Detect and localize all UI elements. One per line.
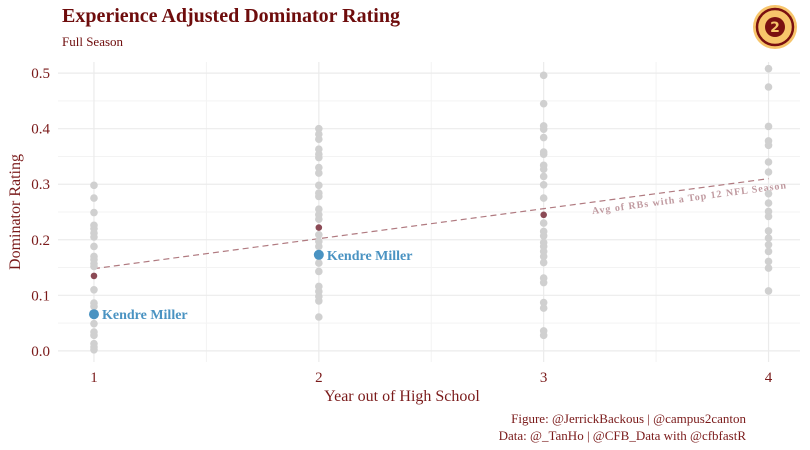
y-axis-label: Dominator Rating xyxy=(7,154,24,270)
rb-data-point xyxy=(315,313,323,321)
x-tick-label: 4 xyxy=(765,370,773,386)
rb-data-point xyxy=(539,172,548,181)
rb-data-point xyxy=(764,287,773,295)
caption: Figure: @JerrickBackous | @campus2canton… xyxy=(499,410,746,444)
rb-data-point xyxy=(315,135,323,144)
rb-data-point xyxy=(90,242,98,251)
kendre-miller-point xyxy=(88,309,99,320)
rb-data-point xyxy=(315,267,323,276)
kendre-miller-point xyxy=(313,249,324,260)
rb-data-point xyxy=(315,181,323,190)
rb-data-point xyxy=(764,212,773,221)
y-tick-label: 0.0 xyxy=(31,344,50,360)
rb-data-point xyxy=(315,259,323,267)
rb-data-point xyxy=(539,304,548,312)
rb-data-point xyxy=(539,133,548,142)
x-axis-label: Year out of High School xyxy=(324,388,480,405)
kendre-miller-label: Kendre Miller xyxy=(327,249,413,264)
x-tick-label: 1 xyxy=(90,370,98,386)
rb-data-point xyxy=(90,208,98,217)
rb-data-point xyxy=(90,302,98,311)
y-tick-label: 0.5 xyxy=(31,66,50,82)
chart-title: Experience Adjusted Dominator Rating xyxy=(62,5,400,27)
rb-data-point xyxy=(315,230,323,239)
rb-data-point xyxy=(315,297,323,305)
rb-data-point xyxy=(539,99,548,108)
rb-data-point xyxy=(764,122,773,131)
rb-data-point xyxy=(90,194,98,202)
rb-data-point xyxy=(764,234,773,242)
rb-data-point xyxy=(539,219,548,227)
rb-data-point xyxy=(539,298,548,307)
trend-line xyxy=(93,178,769,270)
rb-data-point xyxy=(539,278,548,287)
rb-data-point xyxy=(90,319,98,328)
rb-data-point xyxy=(539,125,548,134)
rb-data-point xyxy=(315,169,323,177)
y-tick-label: 0.1 xyxy=(31,288,50,304)
kendre-miller-label: Kendre Miller xyxy=(102,308,188,323)
x-tick-label: 3 xyxy=(540,370,548,386)
y-tick-label: 0.2 xyxy=(31,233,50,249)
rb-data-point xyxy=(315,163,323,172)
rb-data-point xyxy=(90,262,98,271)
rb-data-point xyxy=(764,141,773,150)
rb-data-point xyxy=(764,264,773,272)
rb-data-point xyxy=(764,257,773,266)
rb-data-point xyxy=(764,240,773,249)
rb-data-point xyxy=(539,165,548,174)
rb-data-point xyxy=(539,180,548,189)
campus2canton-logo: 2 xyxy=(753,5,797,49)
average-point xyxy=(315,224,323,231)
rb-data-point xyxy=(539,258,548,267)
rb-data-point xyxy=(315,215,323,224)
average-point xyxy=(540,211,547,219)
caption-data-credit: Data: @_TanHo | @CFB_Data with @cfbfastR xyxy=(498,428,746,443)
rb-data-point xyxy=(764,189,773,198)
rb-data-point xyxy=(315,205,323,214)
chart-subtitle: Full Season xyxy=(62,34,124,49)
rb-data-point xyxy=(764,158,773,166)
rb-data-point xyxy=(90,345,98,354)
rb-data-point xyxy=(90,181,98,190)
rb-data-point xyxy=(764,64,773,73)
rb-data-point xyxy=(539,71,548,80)
rb-data-point xyxy=(539,150,548,159)
rb-data-point xyxy=(90,233,98,241)
rb-data-point xyxy=(90,285,98,294)
rb-data-point xyxy=(315,192,323,201)
rb-data-point xyxy=(764,83,773,91)
rb-data-point xyxy=(764,168,773,176)
y-tick-label: 0.3 xyxy=(31,177,50,193)
rb-data-point xyxy=(539,252,548,261)
rb-data-point xyxy=(764,227,773,235)
rb-data-point xyxy=(539,194,548,202)
rb-data-point xyxy=(315,153,323,162)
caption-figure-credit: Figure: @JerrickBackous | @campus2canton xyxy=(511,411,746,426)
rb-data-point xyxy=(764,247,773,256)
rb-data-point xyxy=(539,232,548,240)
x-tick-label: 2 xyxy=(315,370,323,386)
average-point xyxy=(90,272,98,280)
rb-data-point xyxy=(539,331,548,340)
rb-data-point xyxy=(764,199,773,207)
rb-data-point xyxy=(90,331,98,340)
rb-data-point xyxy=(315,242,323,251)
y-tick-label: 0.4 xyxy=(31,122,50,138)
svg-text:2: 2 xyxy=(770,20,780,36)
rb-data-point xyxy=(315,124,323,133)
